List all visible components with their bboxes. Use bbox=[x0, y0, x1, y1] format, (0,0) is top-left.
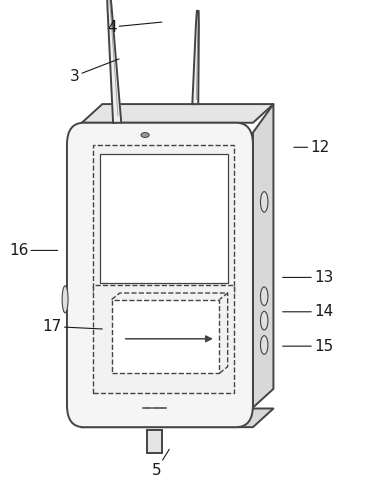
Ellipse shape bbox=[260, 287, 268, 305]
Ellipse shape bbox=[260, 336, 268, 355]
Text: 13: 13 bbox=[283, 270, 333, 285]
Polygon shape bbox=[253, 104, 273, 408]
Text: 14: 14 bbox=[283, 304, 333, 319]
Ellipse shape bbox=[62, 286, 68, 313]
Ellipse shape bbox=[141, 133, 149, 137]
Text: 17: 17 bbox=[42, 319, 102, 334]
Bar bbox=[93, 285, 234, 393]
Text: 16: 16 bbox=[9, 243, 58, 258]
Bar bbox=[112, 300, 219, 373]
Polygon shape bbox=[82, 104, 273, 123]
Ellipse shape bbox=[260, 191, 268, 212]
Text: 4: 4 bbox=[107, 20, 162, 34]
Polygon shape bbox=[107, 0, 121, 123]
Bar bbox=[147, 430, 162, 453]
Text: 3: 3 bbox=[70, 59, 119, 83]
Bar bbox=[93, 145, 234, 292]
Bar bbox=[100, 154, 228, 283]
Polygon shape bbox=[192, 11, 199, 104]
Text: 12: 12 bbox=[294, 140, 330, 155]
Text: 5: 5 bbox=[151, 449, 169, 478]
Polygon shape bbox=[82, 409, 273, 427]
Ellipse shape bbox=[260, 311, 268, 330]
FancyBboxPatch shape bbox=[67, 123, 253, 427]
Text: 15: 15 bbox=[283, 339, 333, 354]
